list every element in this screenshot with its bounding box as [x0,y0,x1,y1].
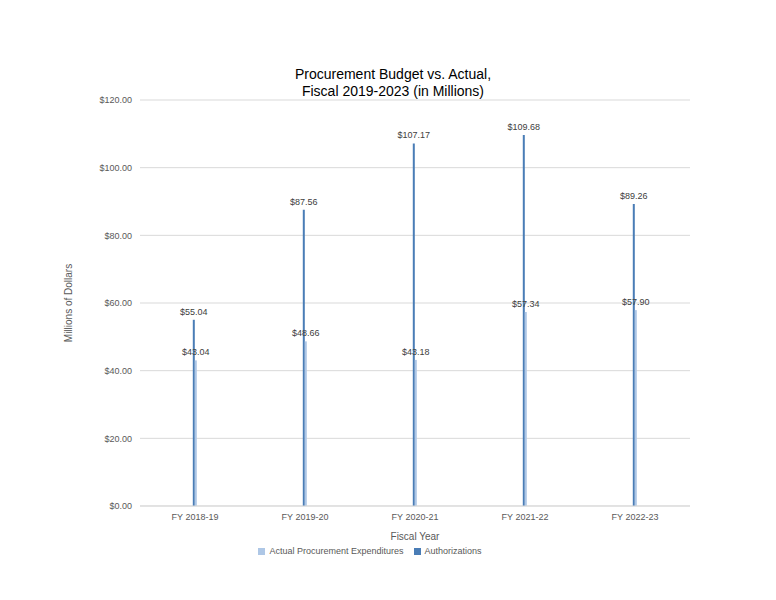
svg-text:FY 2021-22: FY 2021-22 [502,512,549,522]
svg-text:$120.00: $120.00 [99,95,132,105]
html-text:Actual Procurement Expenditure: Actual Procurement Expenditures [269,546,404,556]
svg-text:FY 2018-19: FY 2018-19 [172,512,219,522]
svg-text:$43.04: $43.04 [182,347,210,357]
svg-text:$100.00: $100.00 [99,163,132,173]
svg-text:$43.18: $43.18 [402,347,430,357]
svg-text:$87.56: $87.56 [290,197,318,207]
svg-text:Fiscal Year: Fiscal Year [391,531,441,542]
svg-text:FY 2022-23: FY 2022-23 [612,512,659,522]
svg-text:$107.17: $107.17 [398,130,431,140]
svg-text:$89.26: $89.26 [620,191,648,201]
svg-text:$109.68: $109.68 [508,122,541,132]
svg-text:$57.34: $57.34 [512,299,540,309]
html-text:Authorizations: Authorizations [424,546,482,556]
svg-text:$20.00: $20.00 [104,434,132,444]
svg-text:$57.90: $57.90 [622,297,650,307]
svg-text:$0.00: $0.00 [109,501,132,511]
svg-text:$40.00: $40.00 [104,366,132,376]
svg-text:$80.00: $80.00 [104,231,132,241]
svg-text:FY 2019-20: FY 2019-20 [282,512,329,522]
html-text:Fiscal 2019-2023 (in Millions): Fiscal 2019-2023 (in Millions) [302,83,484,99]
svg-text:Millions of Dollars: Millions of Dollars [63,264,74,342]
svg-text:$48.66: $48.66 [292,328,320,338]
svg-text:FY 2020-21: FY 2020-21 [392,512,439,522]
svg-text:$55.04: $55.04 [180,307,208,317]
svg-text:$60.00: $60.00 [104,298,132,308]
html-text:Procurement Budget vs. Actual,: Procurement Budget vs. Actual, [294,66,491,82]
